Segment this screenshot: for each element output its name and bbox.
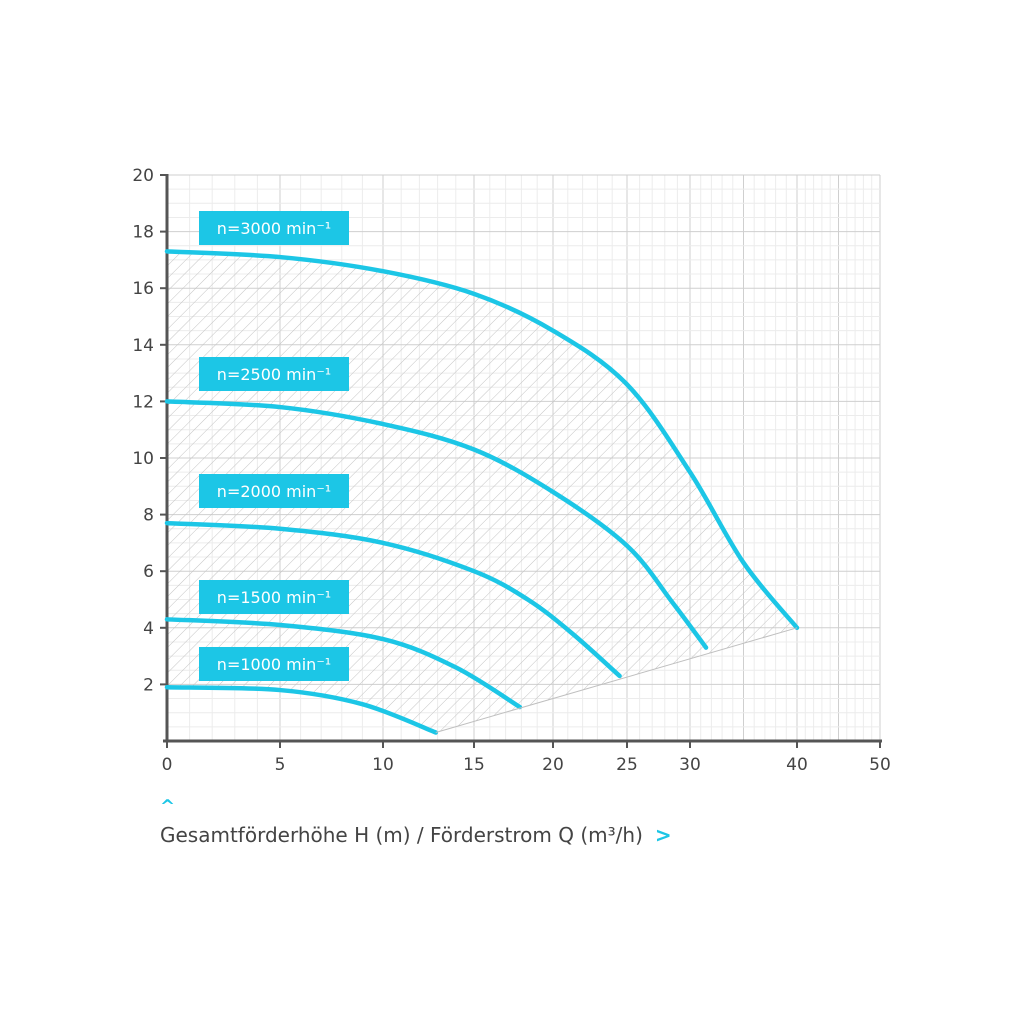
curve-series: [164, 399, 709, 650]
x-tick-label: 0: [162, 755, 173, 775]
x-tick-label: 40: [786, 755, 808, 775]
curve-label-text: n=1000 min⁻¹: [217, 655, 331, 674]
curve-label-box: [199, 474, 349, 508]
y-tick-label: 14: [132, 336, 154, 356]
x-tick-label: 30: [679, 755, 701, 775]
x-tick-label: 25: [616, 755, 638, 775]
curve-label: n=1000 min⁻¹: [199, 647, 349, 681]
curve-series: [164, 617, 523, 710]
curve-series: [164, 249, 800, 631]
x-tick-label: 20: [542, 755, 564, 775]
curve-label-box: [199, 580, 349, 614]
curve-series: [164, 520, 622, 679]
chart-caption: Gesamtförderhöhe H (m) / Förderstrom Q (…: [160, 823, 672, 847]
curve-label: n=3000 min⁻¹: [199, 211, 349, 245]
operating-area-boundary: [435, 627, 798, 733]
y-tick-label: 8: [143, 506, 154, 526]
curves: [164, 249, 800, 735]
caption-text: Gesamtförderhöhe H (m) / Förderstrom Q (…: [160, 823, 643, 847]
curve-labels: n=3000 min⁻¹ n=2500 min⁻¹ n=2000 min⁻¹ n=15…: [199, 211, 349, 681]
curve-label-box: [199, 357, 349, 391]
x-tick-label: 5: [275, 755, 286, 775]
curve-label-text: n=1500 min⁻¹: [217, 588, 331, 607]
x-tick-label: 15: [463, 755, 485, 775]
y-tick-label: 2: [143, 675, 154, 695]
curve-label: n=2000 min⁻¹: [199, 474, 349, 508]
curve-label: n=2500 min⁻¹: [199, 357, 349, 391]
curve-label-text: n=3000 min⁻¹: [217, 219, 331, 238]
chevron-up-icon[interactable]: ^: [160, 796, 176, 817]
curve-label-text: n=2500 min⁻¹: [217, 365, 331, 384]
y-tick-label: 12: [132, 392, 154, 412]
x-tick-label: 50: [869, 755, 891, 775]
chevron-right-icon[interactable]: >: [654, 823, 672, 847]
y-tick-label: 10: [132, 449, 154, 469]
y-tick-label: 20: [132, 166, 154, 186]
axes: 0 5 10 15 20 25 30 40 50 2 4 6 8 10 12 14 16 18 20: [132, 166, 890, 775]
curve-label-text: n=2000 min⁻¹: [217, 482, 331, 501]
curve-label: n=1500 min⁻¹: [199, 580, 349, 614]
y-tick-label: 6: [143, 562, 154, 582]
curve-series: [164, 684, 439, 735]
curve-label-box: [199, 211, 349, 245]
x-tick-label: 10: [372, 755, 394, 775]
curve-label-box: [199, 647, 349, 681]
y-tick-label: 18: [132, 223, 154, 243]
y-tick-label: 4: [143, 619, 154, 639]
y-tick-label: 16: [132, 279, 154, 299]
